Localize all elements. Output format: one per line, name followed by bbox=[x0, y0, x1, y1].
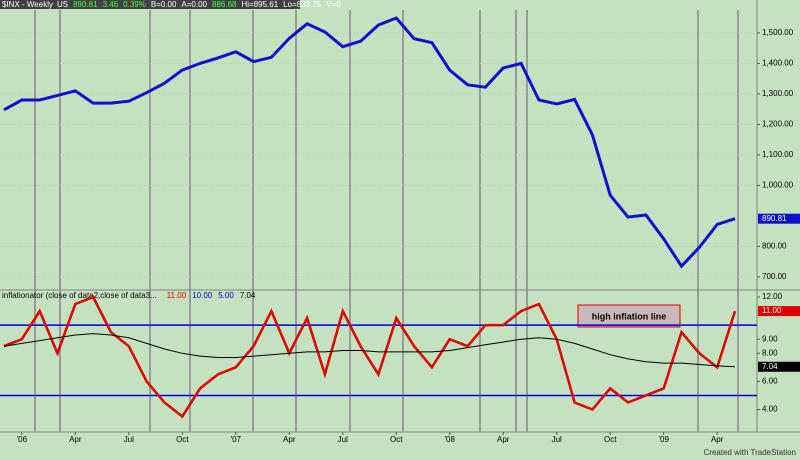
x-tick-label: Apr bbox=[711, 435, 724, 444]
header-item: 890.81 bbox=[73, 0, 98, 9]
y2-tick-label: 9.00 bbox=[762, 334, 778, 343]
x-tick-label: Jul bbox=[338, 435, 348, 444]
x-tick-label: Apr bbox=[497, 435, 510, 444]
indicator-header-item: 5.00 bbox=[218, 291, 234, 300]
x-tick-label: Oct bbox=[604, 435, 617, 444]
last-value-label: 890.81 bbox=[762, 214, 787, 223]
x-tick-label: Jul bbox=[552, 435, 562, 444]
series-line bbox=[3, 16, 736, 269]
annotation: high inflation line bbox=[592, 311, 667, 321]
y-tick-label: 700.00 bbox=[762, 272, 787, 281]
x-tick-label: Apr bbox=[283, 435, 296, 444]
y2-tick-label: 4.00 bbox=[762, 405, 778, 414]
x-tick-label: '06 bbox=[17, 435, 28, 444]
header-item: Hi=895.61 bbox=[241, 0, 278, 9]
y-tick-label: 1,000.00 bbox=[762, 181, 794, 190]
y2-tick-label: 8.00 bbox=[762, 348, 778, 357]
header-item: 0.39% bbox=[123, 0, 146, 9]
x-tick-label: Oct bbox=[390, 435, 403, 444]
header-item: V=0 bbox=[326, 0, 341, 9]
header-bar bbox=[0, 0, 300, 9]
last-value-label: 7.04 bbox=[762, 362, 778, 371]
x-tick-label: '07 bbox=[231, 435, 242, 444]
x-tick-label: Apr bbox=[69, 435, 82, 444]
header-item: A=0.00 bbox=[181, 0, 207, 9]
header-item: US bbox=[57, 0, 68, 9]
price-title: $INX - Weekly bbox=[2, 0, 53, 9]
annotation-box bbox=[577, 304, 681, 328]
last-value-tag bbox=[758, 306, 800, 317]
footer: Created with TradeStation bbox=[704, 448, 797, 457]
indicator-header-item: 11.00 bbox=[167, 291, 187, 300]
y-tick-label: 1,300.00 bbox=[762, 89, 794, 98]
x-tick-label: Oct bbox=[176, 435, 189, 444]
y-tick-label: 800.00 bbox=[762, 242, 787, 251]
series-line bbox=[3, 333, 736, 368]
y-tick-label: 1,100.00 bbox=[762, 150, 794, 159]
last-value-tag bbox=[758, 361, 800, 372]
event-lines bbox=[34, 10, 739, 432]
header-item: Lo=883.75 bbox=[283, 0, 322, 9]
header-item: 886.68 bbox=[212, 0, 237, 9]
y2-tick-label: 12.00 bbox=[762, 292, 783, 301]
last-value-label: 11.00 bbox=[762, 306, 782, 315]
indicator-title: inflationator (close of data2,close of d… bbox=[2, 291, 157, 300]
y2-tick-label: 6.00 bbox=[762, 376, 778, 385]
indicator-header-item: 10.00 bbox=[192, 291, 213, 300]
x-tick-label: Jul bbox=[124, 435, 134, 444]
y-tick-label: 1,500.00 bbox=[762, 28, 794, 37]
series-line bbox=[3, 295, 737, 419]
y-tick-label: 1,400.00 bbox=[762, 59, 794, 68]
x-tick-label: '09 bbox=[658, 435, 669, 444]
last-value-tag bbox=[758, 213, 800, 224]
indicator-header-item: 7.04 bbox=[240, 291, 256, 300]
header-item: B=0.00 bbox=[151, 0, 177, 9]
x-tick-label: '08 bbox=[445, 435, 456, 444]
y-tick-label: 1,200.00 bbox=[762, 120, 794, 129]
header-item: 3.46 bbox=[103, 0, 119, 9]
